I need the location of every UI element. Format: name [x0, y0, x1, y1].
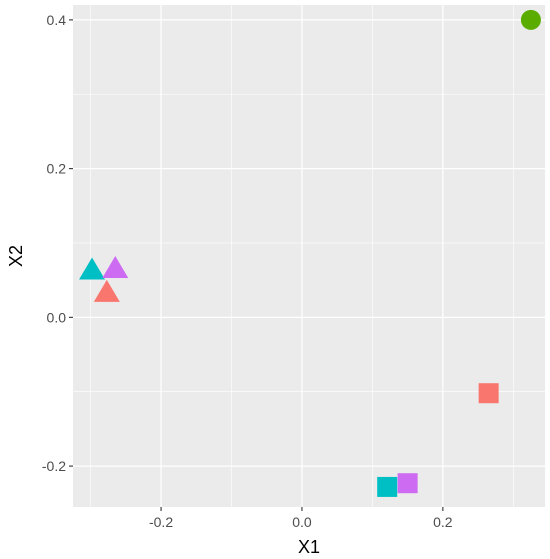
triangle-point	[102, 256, 129, 279]
x-tick-label: 0.0	[292, 514, 312, 530]
triangle-point	[93, 279, 120, 302]
x-tick-label: -0.2	[149, 514, 173, 530]
triangle-point	[79, 257, 106, 280]
grid-lines	[73, 5, 545, 507]
panel-background	[73, 5, 545, 507]
x-axis-title: X1	[298, 537, 320, 557]
axes: -0.2 0.0 0.2 -0.2 0.0 0.2 0.4	[42, 12, 453, 530]
y-tick-label: -0.2	[42, 458, 66, 474]
y-tick-label: 0.4	[47, 12, 67, 28]
data-points	[79, 9, 541, 497]
x-tick-label: 0.2	[433, 514, 453, 530]
y-tick-label: 0.2	[47, 161, 67, 177]
square-point	[478, 383, 499, 404]
circle-point	[520, 9, 541, 30]
y-axis-title: X2	[6, 245, 26, 267]
square-point	[397, 473, 418, 494]
y-tick-label: 0.0	[47, 309, 67, 325]
square-point	[377, 476, 398, 497]
